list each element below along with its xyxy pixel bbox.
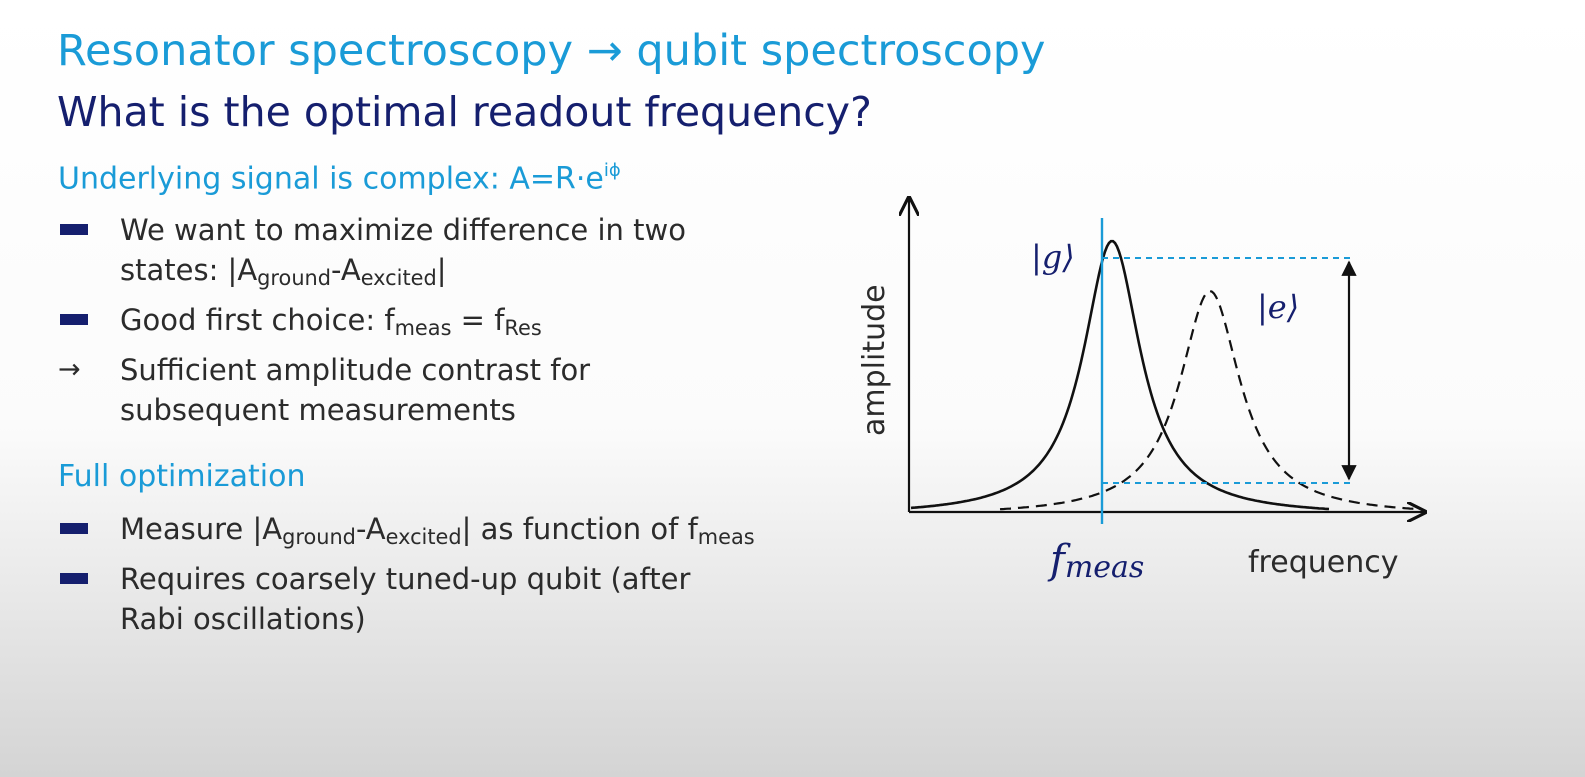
heading-superscript: iϕ xyxy=(603,160,621,181)
x-axis-label: frequency xyxy=(1248,545,1398,580)
bullet-line: Sufficient amplitude contrast for xyxy=(120,353,591,387)
bullet-line: Measure |Aground-Aexcited| as function o… xyxy=(120,512,755,550)
bullet-line: subsequent measurements xyxy=(120,393,516,427)
bullet-line: states: |Aground-Aexcited| xyxy=(120,253,447,291)
dash-bullet-icon xyxy=(60,523,88,534)
section-heading-complex-signal: Underlying signal is complex: A=R·eiϕ xyxy=(58,160,621,197)
section-heading-full-optimization: Full optimization xyxy=(58,459,306,494)
dash-bullet-icon xyxy=(60,573,88,584)
heading-text: Underlying signal is complex: A=R·e xyxy=(58,161,604,197)
ground-state-curve xyxy=(910,239,1330,511)
f-meas-label: fmeas xyxy=(1047,537,1144,585)
slide-title: Resonator spectroscopy → qubit spectrosc… xyxy=(57,26,1046,76)
excited-state-label: |e⟩ xyxy=(1257,288,1299,326)
y-axis-label: amplitude xyxy=(857,284,892,436)
slide-subtitle: What is the optimal readout frequency? xyxy=(57,88,872,136)
ground-state-label: |g⟩ xyxy=(1031,238,1075,276)
bullet-line: Rabi oscillations) xyxy=(120,602,366,636)
bullet-line: Good first choice: fmeas = fRes xyxy=(120,303,542,341)
dash-bullet-icon xyxy=(60,314,88,325)
dash-bullet-icon xyxy=(60,224,88,235)
bullet-line: We want to maximize difference in two xyxy=(120,213,686,247)
excited-state-curve xyxy=(999,289,1419,511)
bullet-line: Requires coarsely tuned-up qubit (after xyxy=(120,562,691,596)
arrow-right-icon: → xyxy=(58,354,81,385)
